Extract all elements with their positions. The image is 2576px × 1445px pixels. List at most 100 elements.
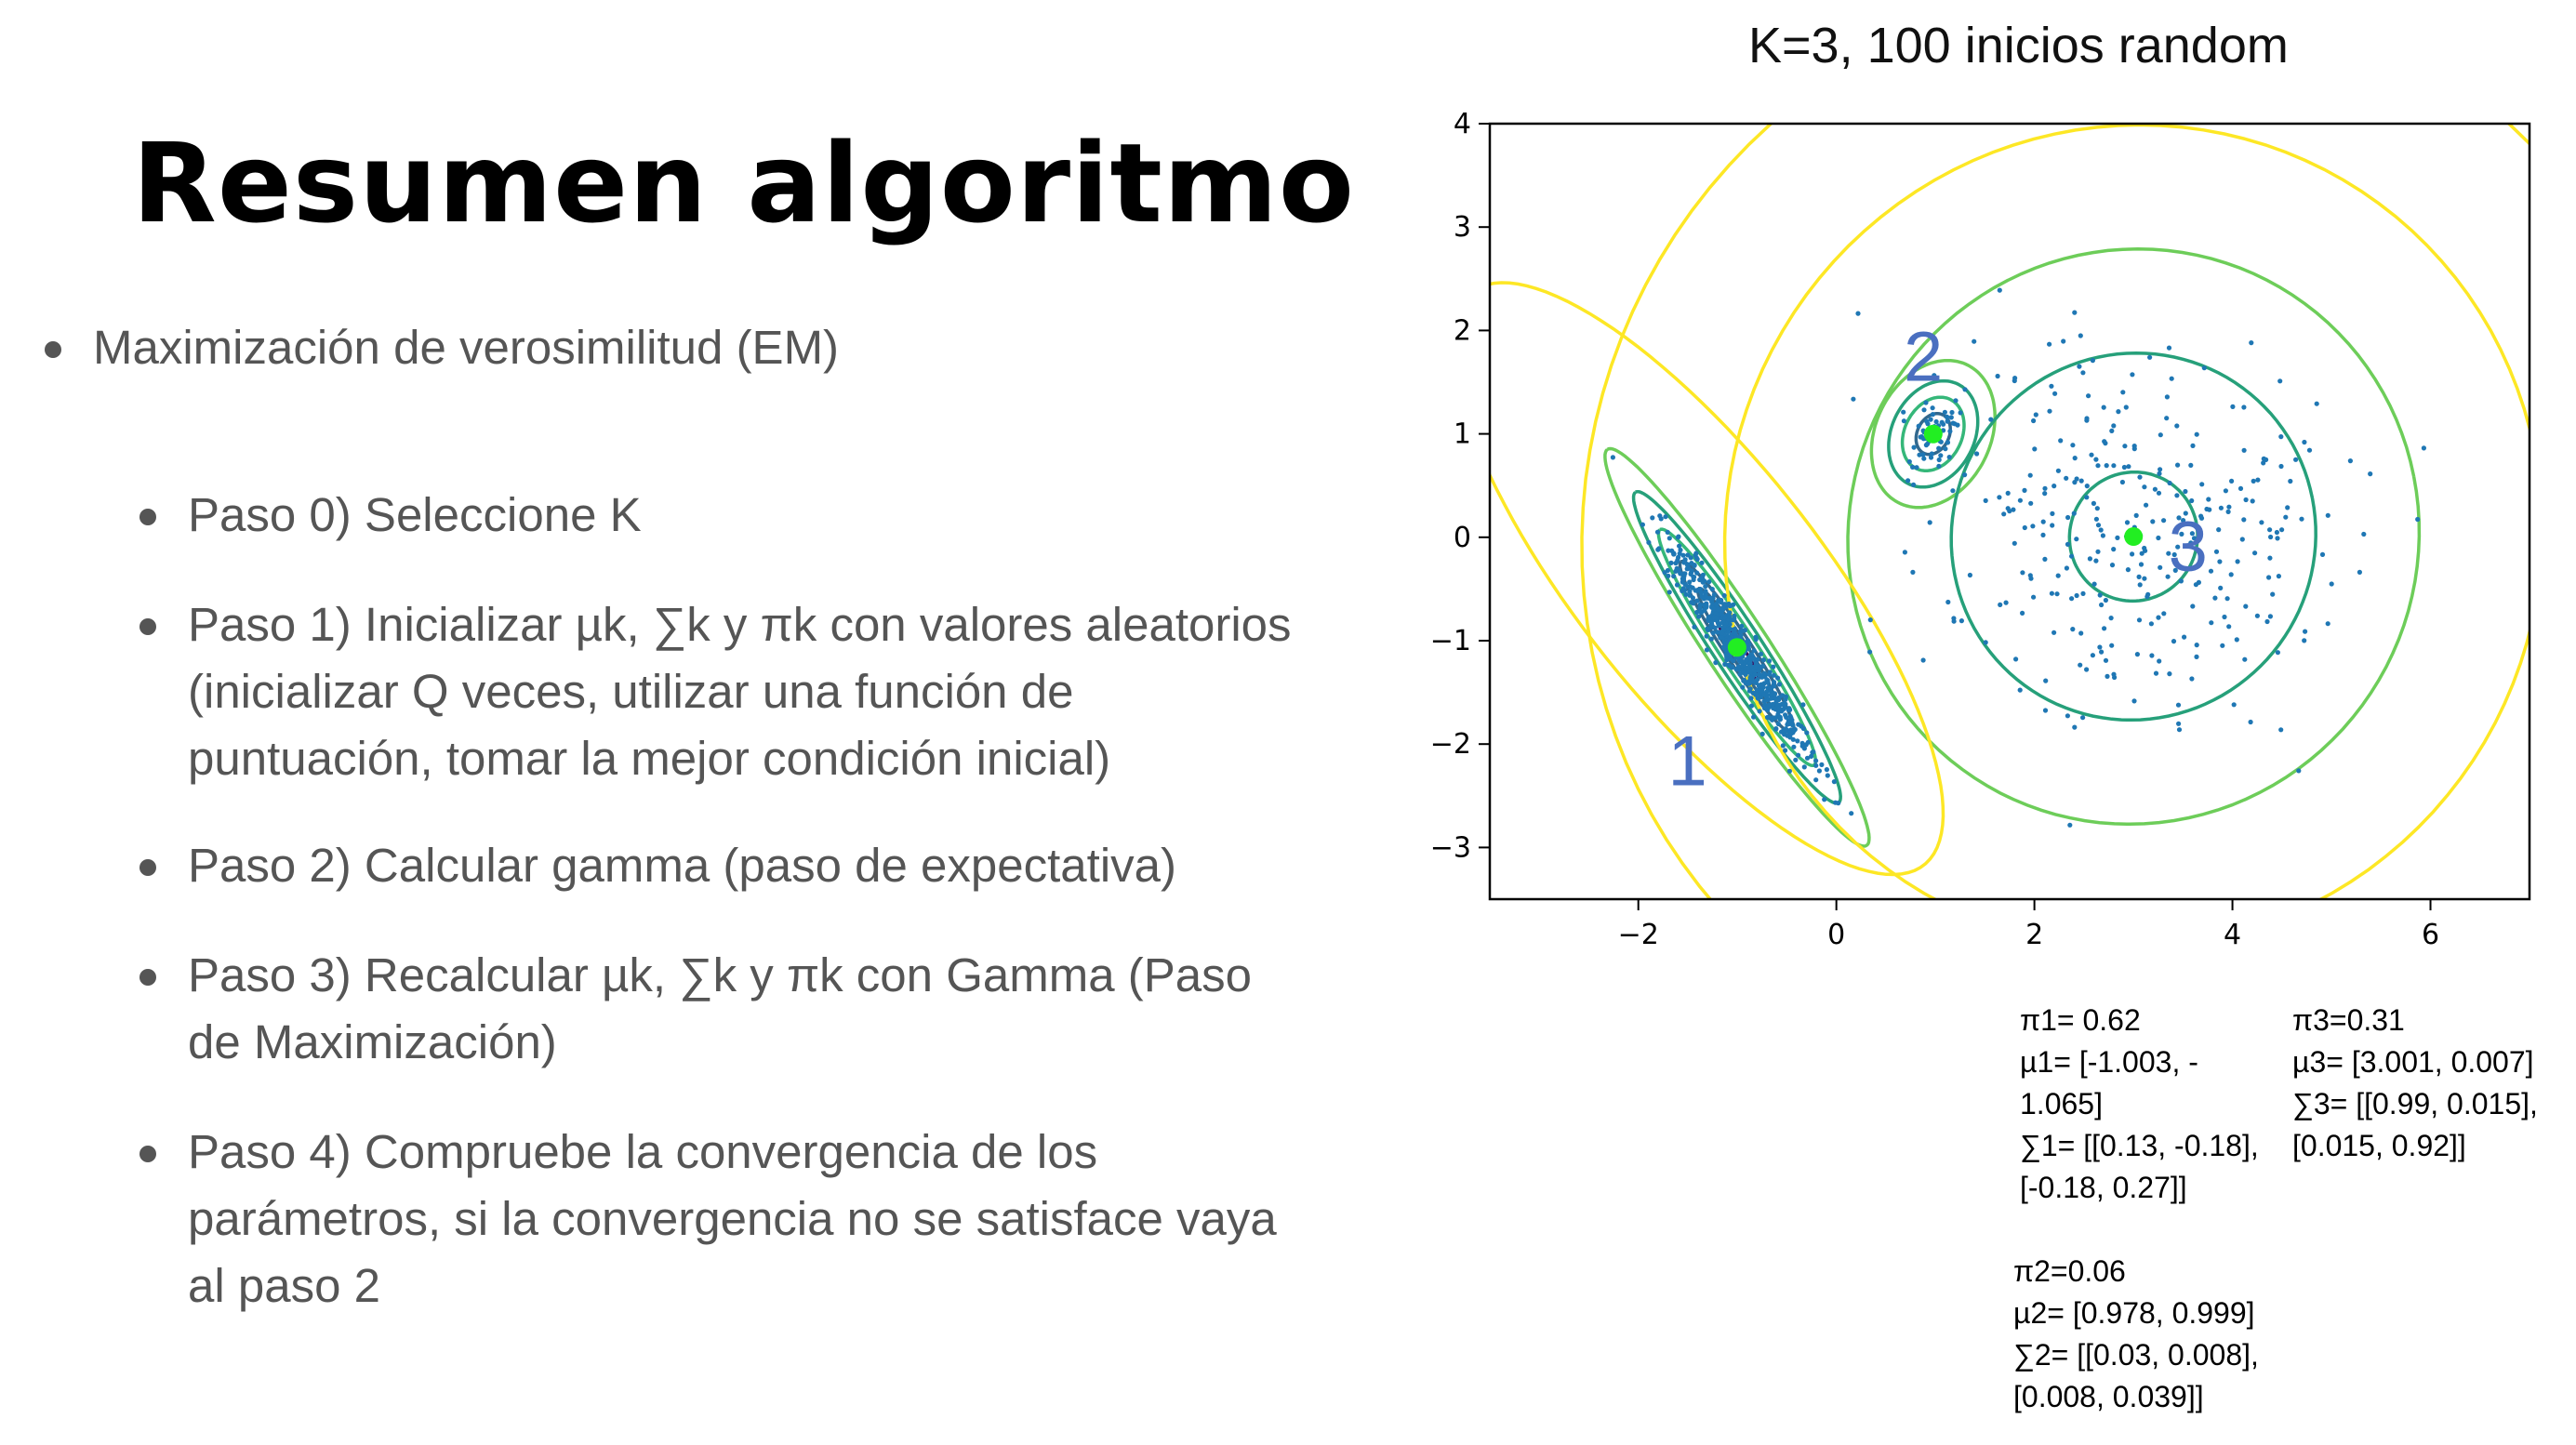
data-point [2156,535,2161,541]
data-point [2213,549,2220,554]
data-point [2237,485,2244,491]
data-point [2099,602,2105,608]
bullet-item-step0: Paso 0) Seleccione K [139,482,1304,549]
params-cluster-2: π2=0.06 µ2= [0.978, 0.999] ∑2= [[0.03, 0… [2013,1251,2259,1418]
data-point [1758,695,1763,700]
data-point [1920,657,1926,663]
data-point [2194,643,2199,648]
cluster-label-3: 3 [2169,508,2208,587]
data-point [2097,644,2103,650]
data-point [1746,645,1751,652]
data-point [1674,565,1680,571]
data-point [1658,516,1664,522]
data-point [1721,645,1727,651]
data-point [1687,589,1693,594]
data-point [1654,529,1661,535]
data-point [1739,623,1745,629]
data-point [2047,408,2052,414]
data-point [2220,643,2225,648]
data-point [2095,523,2102,528]
bullet-item-step1: Paso 1) Inicializar µk, ∑k y πk con valo… [139,591,1304,792]
data-point [1905,478,1911,484]
data-point [2156,615,2161,620]
data-point [2099,649,2105,655]
data-point [1757,709,1762,714]
data-point [1751,648,1757,654]
data-point [1948,415,1954,420]
data-point [2347,458,2353,464]
data-point [2175,544,2181,550]
data-point [1768,692,1773,697]
data-point [1946,455,1952,460]
data-point [2011,507,2016,512]
data-point [2174,423,2180,429]
data-point [2193,582,2198,588]
data-point [1983,640,1988,645]
data-point [1771,664,1776,669]
data-point [1745,638,1751,643]
data-point [1710,595,1716,601]
data-point [2201,365,2207,371]
data-point [1951,618,1957,624]
data-point [2093,516,2099,522]
data-point [2169,376,2174,381]
data-point [2234,637,2239,643]
data-point [2067,822,2073,828]
data-point [2212,595,2218,601]
data-point [1709,587,1715,592]
sigma1-text-a: ∑1= [[0.13, -0.18], [2020,1129,2259,1162]
data-point [2208,568,2214,574]
data-point [2080,590,2086,597]
mu2-text: µ2= [0.978, 0.999] [2013,1296,2255,1330]
data-point [2055,573,2061,578]
data-point [1805,739,1811,745]
data-point [2052,391,2058,396]
data-point [1760,657,1767,663]
data-point [2077,364,2082,369]
data-point [1694,598,1700,603]
data-point [2049,383,2054,389]
data-point [1759,731,1765,737]
data-point [2050,510,2055,516]
data-point [1799,743,1805,749]
data-point [1761,705,1768,711]
data-point [1666,590,1672,595]
data-point [2176,721,2182,726]
data-point [2153,670,2159,676]
data-point [2279,527,2285,533]
bullet-list: Maximización de verosimilitud (EM) Paso … [45,321,1304,1312]
data-point [1766,703,1772,709]
data-point [1901,409,1906,415]
contour-cluster-1 [1603,446,1871,848]
data-point [1930,412,1935,418]
data-point [1925,441,1931,446]
data-point [2241,404,2247,410]
sigma2-text-b: [0.008, 0.039]] [2013,1380,2204,1413]
data-point [1703,589,1708,594]
data-point [2198,515,2205,521]
data-point [2172,567,2178,573]
data-point [2230,404,2236,409]
data-point [1916,423,1921,429]
data-point [2074,592,2079,599]
data-point [2189,676,2195,682]
data-point [1767,685,1773,691]
data-point [2069,553,2075,559]
data-point [2022,524,2027,531]
data-point [1676,534,1681,539]
data-point [1942,409,1947,415]
data-point [1646,539,1652,545]
data-point [1683,591,1689,597]
data-point [1692,624,1697,630]
data-point [1693,588,1698,593]
data-point [1822,797,1827,802]
data-point [2285,505,2291,510]
data-point [1677,543,1682,549]
data-point [2090,653,2095,658]
data-point [2133,512,2139,518]
data-point [1680,577,1686,582]
data-point [2095,463,2101,469]
data-point [1699,593,1705,600]
data-point [2012,540,2017,546]
data-point [2241,517,2247,523]
